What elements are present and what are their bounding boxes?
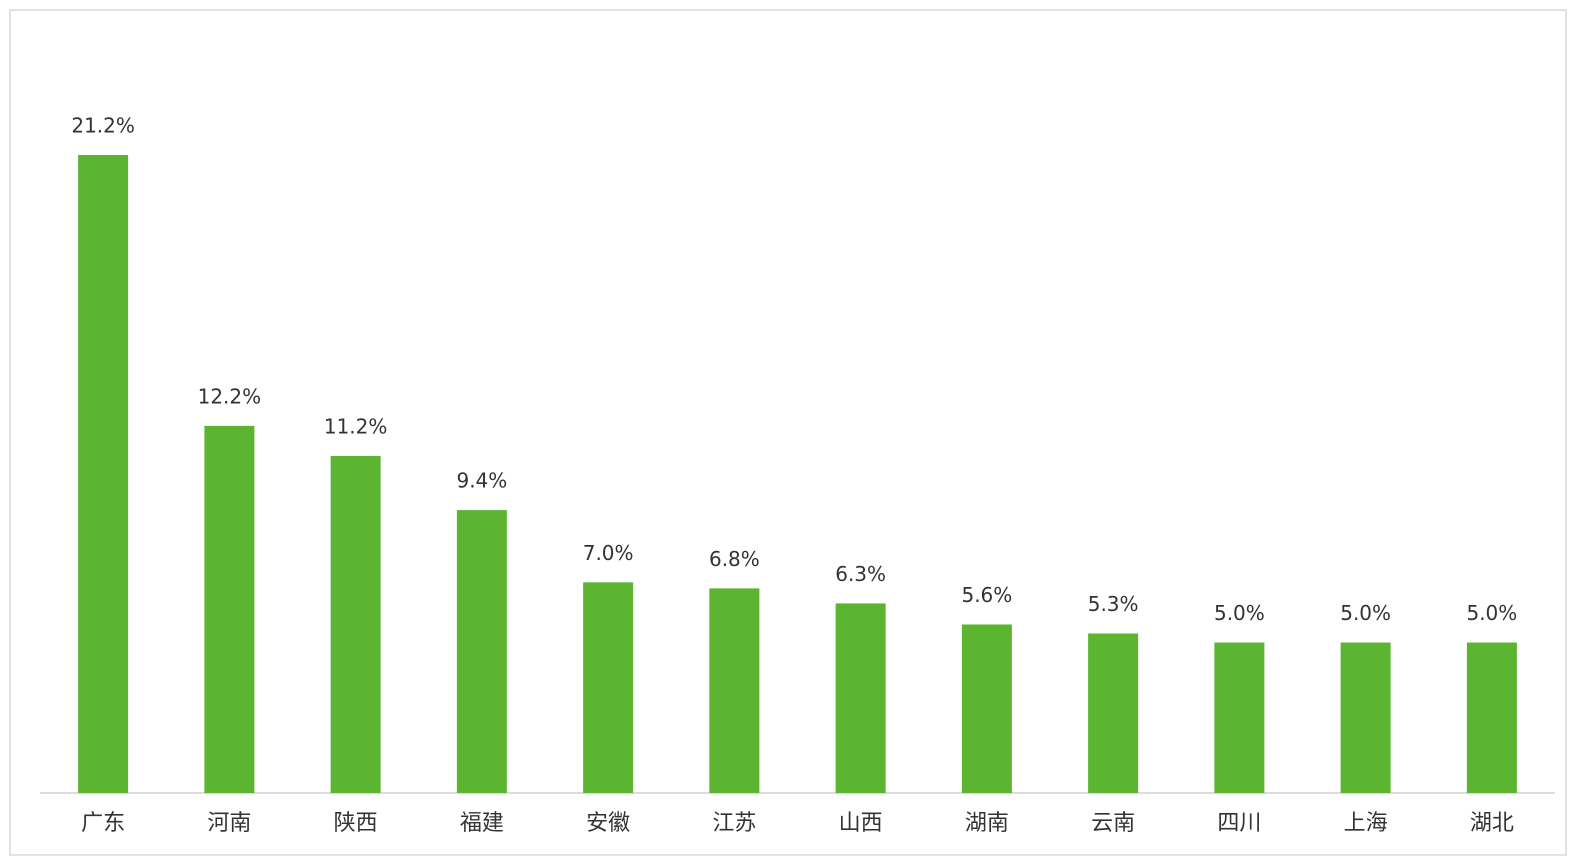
value-label: 6.8%	[709, 547, 760, 571]
bar	[961, 624, 1012, 793]
chart-border	[9, 9, 1567, 856]
bar	[204, 425, 255, 793]
x-tick-label: 陕西	[334, 811, 378, 836]
x-tick-label: 广东	[81, 811, 125, 836]
value-label: 5.0%	[1340, 601, 1391, 625]
x-tick-label: 福建	[460, 811, 504, 836]
value-label: 5.6%	[961, 583, 1012, 607]
x-tick-label: 云南	[1091, 811, 1135, 836]
bar	[1340, 642, 1391, 793]
x-tick-label: 山西	[839, 811, 883, 836]
bar	[1466, 642, 1517, 793]
value-label: 5.3%	[1088, 592, 1139, 616]
x-tick-label: 江苏	[712, 811, 756, 836]
bar	[78, 155, 129, 793]
bar	[583, 582, 634, 793]
x-tick-label: 安徽	[586, 811, 630, 836]
value-label: 9.4%	[456, 469, 507, 493]
x-tick-label: 四川	[1217, 811, 1261, 836]
x-tick-label: 河南	[207, 811, 251, 836]
bar	[1214, 642, 1265, 793]
bar	[456, 510, 507, 793]
bar	[835, 603, 886, 793]
bar	[709, 588, 760, 793]
value-label: 7.0%	[583, 541, 634, 565]
value-label: 11.2%	[324, 414, 388, 438]
value-label: 12.2%	[198, 384, 262, 408]
value-label: 6.3%	[835, 562, 886, 586]
value-label: 5.0%	[1466, 601, 1517, 625]
x-tick-label: 湖北	[1470, 811, 1514, 836]
value-label: 5.0%	[1214, 601, 1265, 625]
x-tick-label: 上海	[1344, 811, 1388, 836]
value-label: 21.2%	[71, 114, 135, 138]
bar	[330, 455, 381, 793]
bar	[1088, 633, 1139, 793]
x-tick-label: 湖南	[965, 811, 1009, 836]
